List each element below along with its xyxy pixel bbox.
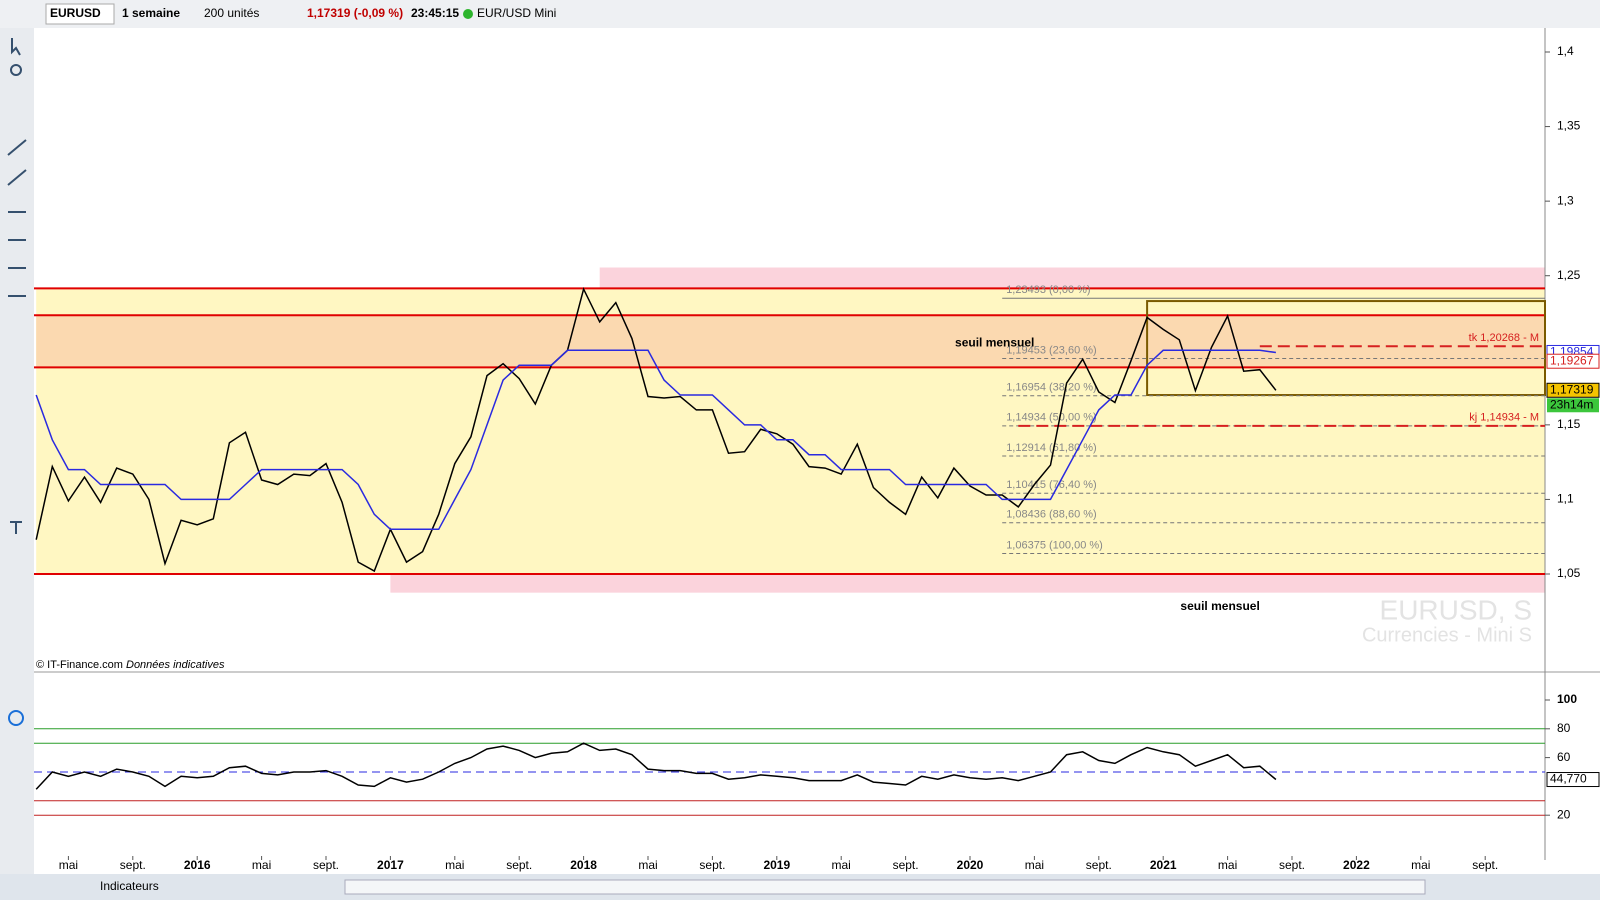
- countdown: 23h14m: [1550, 397, 1593, 411]
- rsi-tick-label: 20: [1557, 807, 1571, 821]
- fib-label: 1,10415 (76,40 %): [1006, 479, 1097, 491]
- zone: [599, 267, 1545, 289]
- rsi-tag: [1546, 772, 1600, 788]
- y-tick-label: 1,25: [1557, 268, 1581, 282]
- x-tick-label: mai: [832, 858, 851, 872]
- x-tick-label: 2017: [377, 858, 404, 872]
- status-dot: [463, 9, 473, 19]
- time: 23:45:15: [411, 6, 459, 20]
- indicators-button[interactable]: Indicateurs: [100, 879, 159, 893]
- marker-label: tk 1,20268 - M: [1469, 332, 1539, 344]
- price-line: [35, 286, 1277, 573]
- scrollbar[interactable]: [344, 879, 1426, 895]
- fib-label: 1,08436 (88,60 %): [1006, 509, 1097, 521]
- watermark-symbol: EURUSD, S: [1380, 594, 1532, 625]
- rsi-tick-label: 60: [1557, 750, 1571, 764]
- x-tick-label: mai: [445, 858, 464, 872]
- tool-pointer[interactable]: [11, 38, 21, 56]
- quote: 1,17319 (-0,09 %): [307, 6, 403, 20]
- x-tick-label: sept.: [1086, 858, 1112, 872]
- x-tick-label: sept.: [699, 858, 725, 872]
- x-tick-label: mai: [1218, 858, 1237, 872]
- x-tick-label: 2022: [1343, 858, 1370, 872]
- price-tag: [1546, 382, 1600, 398]
- symbol[interactable]: EURUSD: [50, 6, 101, 20]
- fib-label: 1,23493 (0,00 %): [1006, 284, 1090, 296]
- y-tick-label: 1,15: [1557, 417, 1581, 431]
- tool-zoom[interactable]: [10, 64, 22, 76]
- top-toolbar: [0, 0, 1600, 28]
- zone: [390, 574, 1545, 593]
- rsi-tick-label: 100: [1557, 692, 1577, 706]
- x-tick-label: mai: [1025, 858, 1044, 872]
- x-tick-label: 2019: [763, 858, 790, 872]
- y-tick-label: 1,35: [1557, 119, 1581, 133]
- x-tick-label: sept.: [1472, 858, 1498, 872]
- price-axis: [1545, 28, 1600, 874]
- x-tick-label: mai: [252, 858, 271, 872]
- tool-text[interactable]: [10, 521, 22, 534]
- fib-label: 1,16954 (38,20 %): [1006, 382, 1097, 394]
- x-tick-label: 2016: [184, 858, 211, 872]
- range-box: [1146, 300, 1546, 397]
- y-tick-label: 1,3: [1557, 193, 1574, 207]
- countdown-bg: [1547, 398, 1599, 413]
- symbol-box[interactable]: [45, 3, 115, 25]
- copyright: © IT-Finance.com: [36, 659, 123, 671]
- x-tick-label: mai: [1411, 858, 1430, 872]
- x-tick-label: sept.: [120, 858, 146, 872]
- x-tick-label: mai: [59, 858, 78, 872]
- x-tick-label: sept.: [313, 858, 339, 872]
- left-toolbar: [0, 28, 34, 874]
- x-tick-label: sept.: [1279, 858, 1305, 872]
- units[interactable]: 200 unités: [204, 6, 259, 20]
- x-tick-label: 2021: [1150, 858, 1177, 872]
- price-tag-label: 1,17319: [1550, 382, 1594, 396]
- y-tick-label: 1,4: [1557, 44, 1574, 58]
- fib-label: 1,19453 (23,60 %): [1006, 344, 1097, 356]
- y-tick-label: 1,05: [1557, 566, 1581, 580]
- x-tick-label: mai: [638, 858, 657, 872]
- fib-label: 1,14934 (50,00 %): [1006, 412, 1097, 424]
- price-tag: [1546, 353, 1600, 369]
- marker-label: kj 1,14934 - M: [1469, 412, 1539, 424]
- y-tick-label: 1,1: [1557, 492, 1574, 506]
- x-tick-label: sept.: [893, 858, 919, 872]
- x-tick-label: sept.: [506, 858, 532, 872]
- tool-color[interactable]: [8, 710, 24, 726]
- x-tick-label: 2020: [957, 858, 984, 872]
- rsi-tag-label: 44,770: [1550, 772, 1587, 786]
- price-tag-label: 1,19267: [1550, 353, 1594, 367]
- fib-label: 1,06375 (100,00 %): [1006, 539, 1103, 551]
- watermark-market: Currencies - Mini S: [1362, 624, 1532, 646]
- zone: [36, 315, 1546, 368]
- tool-lines[interactable]: [7, 139, 27, 297]
- x-tick-label: 2018: [570, 858, 597, 872]
- price-line: [35, 349, 1277, 531]
- disclaimer: Données indicatives: [126, 659, 225, 671]
- rsi-tick-label: 80: [1557, 721, 1571, 735]
- annotation: seuil mensuel: [1180, 599, 1259, 613]
- annotation: seuil mensuel: [955, 335, 1034, 349]
- rsi-line: [35, 742, 1277, 790]
- left-tools[interactable]: [7, 38, 27, 726]
- fib-label: 1,12914 (61,80 %): [1006, 442, 1097, 454]
- period[interactable]: 1 semaine: [122, 6, 180, 20]
- instrument-name: EUR/USD Mini: [477, 6, 556, 20]
